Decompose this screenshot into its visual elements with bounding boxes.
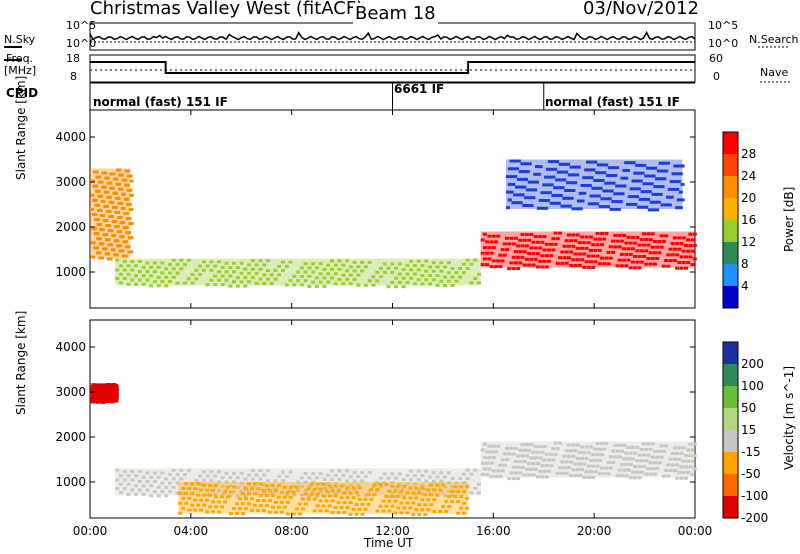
power-feature-2 xyxy=(480,231,697,271)
velocity-colorbar-tick-1: 100 xyxy=(741,379,764,393)
nsky-tick-high: 10^5 xyxy=(66,19,97,32)
velocity-feature-fill-1 xyxy=(90,383,116,401)
power-colorbar-frame xyxy=(722,131,739,309)
velocity-colorbar-swatch-0 xyxy=(723,342,738,364)
cpid-segment-2: 6661 IF xyxy=(394,82,445,96)
nsky-label: N.Sky xyxy=(4,33,36,46)
nsearch-label: N.Search xyxy=(749,33,799,46)
freq-unit: [MHz] xyxy=(4,64,37,77)
velocity-colorbar-tick-6: -100 xyxy=(741,489,768,503)
power-colorbar-swatch-5 xyxy=(723,242,738,264)
x-tick-label-6: 00:00 xyxy=(678,524,713,538)
nsky-tick-low: 10^0 xyxy=(66,37,97,50)
cpid-segment-1: normal (fast) 151 IF xyxy=(93,95,228,109)
power-feature-fill-1 xyxy=(90,168,131,259)
power-colorbar-tick-3: 16 xyxy=(741,213,756,227)
velocity-feature-3 xyxy=(178,482,470,517)
power-ytick-label-2: 3000 xyxy=(55,175,86,189)
x-tick-label-5: 20:00 xyxy=(577,524,612,538)
freq-tick-high: 18 xyxy=(66,52,80,65)
velocity-feature-fill-3 xyxy=(178,482,469,514)
x-tick-label-0: 00:00 xyxy=(73,524,108,538)
power-feature-1 xyxy=(90,168,134,261)
power-colorbar-swatch-7 xyxy=(723,286,738,308)
power-colorbar-swatch-6 xyxy=(723,264,738,286)
nave-tick-high: 60 xyxy=(709,52,723,65)
power-colorbar-tick-6: 4 xyxy=(741,279,749,293)
velocity-colorbar-label: Velocity [m s^-1] xyxy=(782,365,796,470)
velocity-feature-2 xyxy=(480,441,697,481)
freq-trace xyxy=(90,61,695,74)
power-colorbar-tick-5: 8 xyxy=(741,257,749,271)
velocity-colorbar-swatch-1 xyxy=(723,364,738,386)
velocity-colorbar-tick-5: -50 xyxy=(741,467,761,481)
power-feature-0 xyxy=(115,258,481,289)
power-ytick-label-3: 4000 xyxy=(55,130,86,144)
velocity-colorbar-swatch-6 xyxy=(723,474,738,496)
velocity-colorbar-swatch-5 xyxy=(723,452,738,474)
velocity-ylabel: Slant Range [km] xyxy=(14,310,28,415)
station-title: Christmas Valley West (fitACF) xyxy=(90,0,364,19)
power-ytick-label-1: 2000 xyxy=(55,220,86,234)
nsearch-tick-high: 10^5 xyxy=(708,19,739,32)
velocity-colorbar-tick-7: -200 xyxy=(741,511,768,525)
freq-label: Freq. xyxy=(6,52,34,65)
cpid-label: CPID xyxy=(6,86,39,100)
power-colorbar-tick-1: 24 xyxy=(741,169,756,183)
power-colorbar-swatch-1 xyxy=(723,154,738,176)
power-feature-fill-3 xyxy=(505,159,683,209)
velocity-ytick-label-2: 3000 xyxy=(55,385,86,399)
velocity-colorbar-tick-0: 200 xyxy=(741,357,764,371)
velocity-colorbar-frame xyxy=(722,341,739,519)
x-tick-label-1: 04:00 xyxy=(174,524,209,538)
beam-label: Beam 18 xyxy=(353,3,438,24)
freq-tick-low: 8 xyxy=(70,70,77,83)
velocity-ytick-label-0: 1000 xyxy=(55,475,86,489)
power-ylabel: Slant Range [km] xyxy=(14,75,28,180)
nave-tick-low: 0 xyxy=(713,70,720,83)
date-label: 03/Nov/2012 xyxy=(583,0,699,19)
power-feature-fill-2 xyxy=(480,231,695,268)
nsky-trace xyxy=(89,30,696,41)
power-ytick-label-0: 1000 xyxy=(55,265,86,279)
power-colorbar-tick-2: 20 xyxy=(741,191,756,205)
power-colorbar-swatch-2 xyxy=(723,176,738,198)
power-colorbar-tick-0: 28 xyxy=(741,147,756,161)
power-colorbar-tick-4: 12 xyxy=(741,235,756,249)
velocity-colorbar-swatch-4 xyxy=(723,430,738,452)
velocity-colorbar-swatch-3 xyxy=(723,408,738,430)
velocity-feature-fill-2 xyxy=(480,441,695,478)
velocity-ytick-label-3: 4000 xyxy=(55,340,86,354)
nsearch-tick-low: 10^0 xyxy=(708,37,739,50)
velocity-ytick-label-1: 2000 xyxy=(55,430,86,444)
nave-label: Nave xyxy=(760,66,789,79)
x-tick-label-3: 12:00 xyxy=(375,524,410,538)
velocity-feature-fill-0 xyxy=(115,468,481,496)
x-axis-label: Time UT xyxy=(364,536,414,550)
velocity-colorbar-tick-2: 50 xyxy=(741,401,756,415)
power-colorbar-swatch-3 xyxy=(723,198,738,220)
power-colorbar-swatch-0 xyxy=(723,132,738,154)
freq-panel-frame xyxy=(89,54,696,83)
velocity-colorbar-tick-4: -15 xyxy=(741,445,761,459)
x-tick-label-2: 08:00 xyxy=(274,524,309,538)
velocity-colorbar-tick-3: 15 xyxy=(741,423,756,437)
velocity-feature-1 xyxy=(90,383,119,404)
power-colorbar-swatch-4 xyxy=(723,220,738,242)
velocity-colorbar-swatch-7 xyxy=(723,496,738,518)
x-tick-label-4: 16:00 xyxy=(476,524,511,538)
power-colorbar-label: Power [dB] xyxy=(782,186,796,252)
power-feature-fill-0 xyxy=(115,258,481,286)
nsky-panel-frame xyxy=(89,22,696,51)
power-feature-3 xyxy=(505,159,685,212)
cpid-segment-3: normal (fast) 151 IF xyxy=(545,95,680,109)
velocity-colorbar-swatch-2 xyxy=(723,386,738,408)
